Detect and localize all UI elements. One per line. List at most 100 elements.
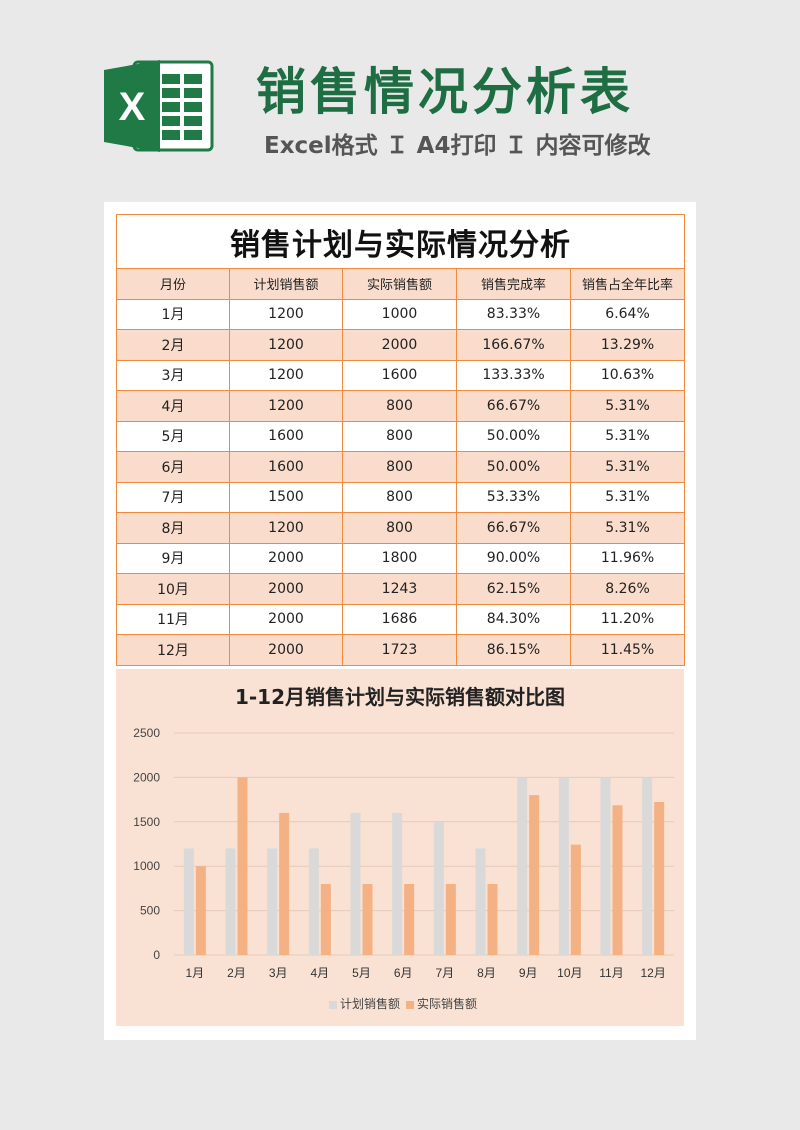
bar-actual — [404, 883, 415, 955]
x-tick-label: 4月 — [310, 966, 329, 980]
table-row: 5月 1600 800 50.00% 5.31% — [116, 420, 686, 452]
table-cell: 1200 — [229, 512, 343, 544]
table-header-row: 月份 计划销售额 实际销售额 销售完成率 销售占全年比率 — [116, 268, 686, 300]
table-row: 7月 1500 800 53.33% 5.31% — [116, 481, 686, 513]
table-cell: 1500 — [229, 481, 343, 513]
chart-svg: 0 500 1000 1500 2000 2500 1月 2月 3月 4月 5月 6月 7月 8月 9月 10… — [133, 726, 674, 980]
x-tick-label: 10月 — [557, 966, 582, 980]
table-cell: 7月 — [116, 481, 230, 513]
bar-actual — [237, 777, 248, 955]
bar-actual — [362, 883, 373, 955]
table-row: 12月 2000 1723 86.15% 11.45% — [116, 634, 686, 666]
x-tick-label: 1月 — [185, 966, 204, 980]
column-header: 销售占全年比率 — [569, 268, 686, 300]
bar-actual — [195, 866, 206, 955]
table-row: 4月 1200 800 66.67% 5.31% — [116, 390, 686, 422]
table-cell: 6月 — [116, 451, 230, 483]
table-cell: 5.31% — [569, 420, 686, 452]
table-cell: 2000 — [229, 573, 343, 605]
table-row: 6月 1600 800 50.00% 5.31% — [116, 451, 686, 483]
table-cell: 166.67% — [456, 329, 571, 361]
sales-chart: 0 500 1000 1500 2000 2500 1月 2月 3月 4月 5月 6月 7月 8月 9月 10… — [116, 669, 684, 1026]
table-cell: 1月 — [116, 298, 230, 330]
table-cell: 8.26% — [569, 573, 686, 605]
logo-letter: X — [119, 85, 146, 129]
legend-swatch — [328, 1000, 337, 1009]
table-cell: 13.29% — [569, 329, 686, 361]
sales-table-container: 销售计划与实际情况分析 月份 计划销售额 实际销售额 销售完成率 销售占全年比率 1月 1… — [115, 214, 686, 666]
column-header: 实际销售额 — [342, 268, 457, 300]
chart-legend: 计划销售额 实际销售额 — [116, 995, 684, 1012]
table-cell: 2000 — [342, 329, 457, 361]
table-cell: 2000 — [229, 634, 343, 666]
table-cell: 5.31% — [569, 481, 686, 513]
bar-plan — [558, 777, 569, 955]
x-tick-label: 9月 — [519, 966, 538, 980]
table-cell: 1200 — [229, 359, 343, 391]
table-row: 1月 1200 1000 83.33% 6.64% — [116, 298, 686, 330]
bar-plan — [392, 812, 403, 955]
table-cell: 1600 — [229, 420, 343, 452]
table-cell: 9月 — [116, 542, 230, 574]
table-cell: 10.63% — [569, 359, 686, 391]
x-tick-label: 5月 — [352, 966, 371, 980]
table-cell: 11.96% — [569, 542, 686, 574]
table-cell: 1600 — [229, 451, 343, 483]
x-tick-label: 3月 — [269, 966, 288, 980]
table-cell: 1243 — [342, 573, 457, 605]
table-cell: 1686 — [342, 603, 457, 635]
x-tick-label: 12月 — [640, 966, 665, 980]
table-cell: 800 — [342, 420, 457, 452]
table-cell: 5.31% — [569, 390, 686, 422]
table-cell: 1800 — [342, 542, 457, 574]
table-cell: 5.31% — [569, 512, 686, 544]
excel-logo-icon: X — [104, 60, 214, 152]
table-cell: 4月 — [116, 390, 230, 422]
sales-table: 销售计划与实际情况分析 月份 计划销售额 实际销售额 销售完成率 销售占全年比率 1月 1… — [115, 214, 686, 666]
legend-label: 实际销售额 — [417, 997, 478, 1011]
table-cell: 11月 — [116, 603, 230, 635]
table-row: 2月 1200 2000 166.67% 13.29% — [116, 329, 686, 361]
x-tick-label: 2月 — [227, 966, 246, 980]
y-tick-label: 2500 — [133, 726, 160, 740]
x-tick-label: 6月 — [394, 966, 413, 980]
bar-plan — [183, 848, 194, 955]
table-cell: 86.15% — [456, 634, 571, 666]
bar-plan — [642, 777, 653, 955]
column-header: 计划销售额 — [229, 268, 343, 300]
bar-plan — [308, 848, 319, 955]
table-cell: 1200 — [229, 329, 343, 361]
table-cell: 83.33% — [456, 298, 571, 330]
table-cell: 1723 — [342, 634, 457, 666]
table-cell: 11.20% — [569, 603, 686, 635]
table-cell: 66.67% — [456, 390, 571, 422]
bar-plan — [600, 777, 611, 955]
table-cell: 133.33% — [456, 359, 571, 391]
table-cell: 1200 — [229, 390, 343, 422]
x-tick-label: 7月 — [435, 966, 454, 980]
bar-actual — [320, 883, 331, 955]
table-cell: 8月 — [116, 512, 230, 544]
chart-title: 1-12月销售计划与实际销售额对比图 — [234, 685, 566, 709]
table-row: 11月 2000 1686 84.30% 11.20% — [116, 603, 686, 635]
table-cell: 800 — [342, 481, 457, 513]
table-cell: 2000 — [229, 542, 343, 574]
page-subtitle: Excel格式 Ｉ A4打印 Ｉ 内容可修改 — [264, 133, 651, 159]
table-cell: 12月 — [116, 634, 230, 666]
table-cell: 1200 — [229, 298, 343, 330]
legend-swatch — [406, 1000, 414, 1009]
table-row: 8月 1200 800 66.67% 5.31% — [116, 512, 686, 544]
table-cell: 90.00% — [456, 542, 571, 574]
table-cell: 11.45% — [569, 634, 686, 666]
bar-actual — [529, 795, 540, 955]
column-header: 销售完成率 — [456, 268, 571, 300]
x-tick-label: 11月 — [599, 966, 623, 980]
table-cell: 800 — [342, 451, 457, 483]
x-tick-label: 8月 — [477, 966, 496, 980]
y-tick-label: 1000 — [133, 859, 160, 873]
table-cell: 3月 — [116, 359, 230, 391]
bar-plan — [350, 812, 361, 955]
table-row: 3月 1200 1600 133.33% 10.63% — [116, 359, 686, 391]
page-header: X 销售情况分析表 Excel格式 Ｉ A4打印 Ｉ 内容可修改 — [0, 0, 800, 200]
bar-actual — [487, 883, 498, 955]
